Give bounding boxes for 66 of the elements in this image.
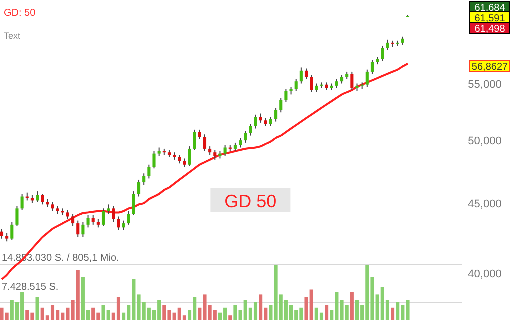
candlestick: [51, 202, 54, 212]
candlestick: [10, 222, 14, 241]
annotation: GD: 50: [4, 8, 36, 19]
candlestick: [203, 134, 207, 152]
candlestick: [86, 214, 90, 228]
bar: [325, 305, 329, 320]
candlestick: [274, 108, 278, 122]
candlestick: [152, 150, 156, 170]
candlestick: [280, 98, 283, 114]
candlestick: [284, 88, 288, 103]
candlestick: [66, 210, 70, 220]
candlestick: [300, 67, 303, 84]
text: 61,498: [474, 24, 506, 35]
candlestick: [310, 74, 314, 93]
text: 61,684: [474, 3, 506, 14]
candlestick: [122, 220, 126, 231]
candlestick: [304, 68, 308, 80]
candlestick: [381, 45, 384, 62]
candlestick: [366, 69, 369, 88]
candlestick: [193, 129, 196, 151]
candlestick: [0, 228, 4, 240]
candlestick: [41, 194, 44, 206]
candlestick: [294, 78, 298, 92]
ref-line-label: 7.428.515 S.: [2, 282, 59, 293]
candlestick: [92, 214, 95, 226]
bar: [350, 292, 354, 320]
annotation: Text: [4, 31, 22, 41]
y-tick-label: 50,000: [468, 136, 502, 148]
candlestick: [102, 208, 106, 227]
candlestick: [20, 194, 24, 211]
candlestick: [107, 204, 110, 215]
candlestick: [249, 124, 252, 136]
text: 56,8627: [472, 62, 509, 73]
candlestick: [244, 130, 248, 144]
candlestick: [72, 214, 75, 227]
line-series: [1, 62, 409, 281]
y-tick-label: 40,000: [468, 268, 502, 281]
candlestick: [370, 60, 374, 75]
candlestick: [214, 150, 217, 160]
candlestick: [142, 173, 146, 186]
candlestick: [239, 138, 242, 148]
y-tick-label: 45,000: [468, 198, 502, 210]
candlestick: [188, 146, 192, 167]
candlestick: [16, 206, 19, 227]
candlestick: [224, 144, 227, 157]
candlestick: [386, 39, 390, 51]
candlestick: [112, 206, 116, 223]
bar: [36, 297, 40, 320]
candlestick: [36, 191, 40, 203]
candlestick: [254, 114, 258, 130]
candlestick: [76, 220, 80, 238]
y-tick-label: 55,000: [468, 78, 502, 91]
candlestick: [350, 71, 354, 91]
candlestick: [148, 164, 151, 180]
candlestick: [127, 210, 130, 226]
text: 61,591: [474, 14, 506, 24]
candlestick: [269, 116, 272, 127]
series-label: GD 50: [224, 191, 277, 212]
candlestick: [117, 216, 120, 231]
candlestick: [132, 191, 136, 216]
candlestick: [82, 222, 85, 238]
candlestick: [198, 129, 202, 140]
candlestick: [138, 179, 141, 198]
candlestick: [259, 113, 262, 124]
bar: [228, 316, 232, 320]
bar: [391, 308, 395, 320]
